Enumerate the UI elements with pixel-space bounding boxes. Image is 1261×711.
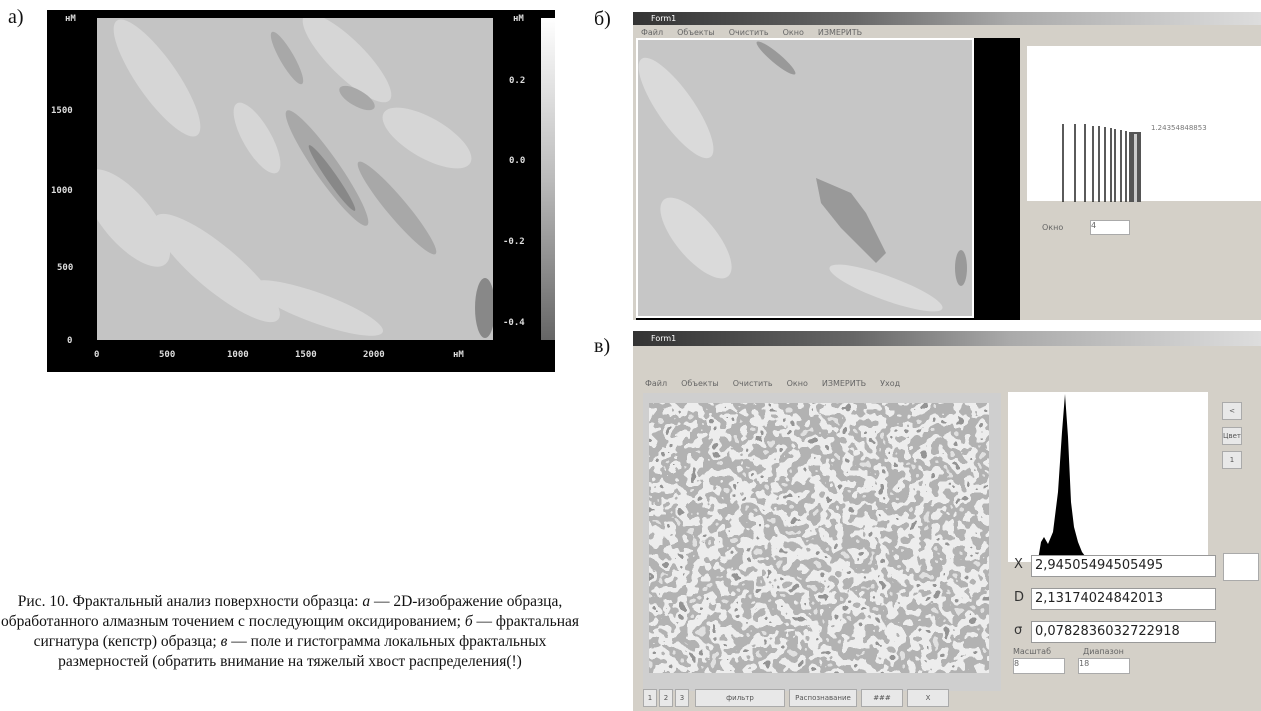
toolbar-button[interactable]: 1	[643, 689, 657, 707]
title-bar: Form1	[633, 331, 1261, 346]
title-bar: Form1	[633, 12, 1261, 25]
menu-item[interactable]: Объекты	[677, 28, 715, 37]
x-tick-label: 500	[159, 350, 175, 360]
range-spinner[interactable]: 18	[1078, 658, 1130, 674]
toolbar-button[interactable]: фильтр	[695, 689, 785, 707]
signature-value: 1.24354848853	[1151, 124, 1207, 132]
caption-title: Рис. 10. Фрактальный анализ поверхности …	[18, 593, 359, 610]
x-axis-unit: нМ	[453, 350, 464, 360]
colorbar	[541, 18, 555, 340]
x-tick-label: 1000	[227, 350, 249, 360]
caption-letter: в	[221, 633, 228, 650]
y-tick-label: 500	[57, 263, 73, 273]
side-button[interactable]: 1	[1222, 451, 1242, 469]
toolbar-button[interactable]: ###	[861, 689, 903, 707]
menu-item[interactable]: Файл	[641, 28, 663, 37]
colorbar-tick-label: 0.0	[509, 156, 525, 166]
cepstrum-bars	[1061, 124, 1151, 202]
page: {"figure":{ "panel_a":{"label":"а)","uni…	[0, 0, 1261, 711]
x-tick-label: 2000	[363, 350, 385, 360]
menu-item[interactable]: ИЗМЕРИТЬ	[818, 28, 862, 37]
field-label: D	[1014, 590, 1024, 605]
afm-frame: нМ 1500 1000 500 0 0 500 1000 1500 2000 …	[47, 10, 555, 372]
x-field[interactable]: 2,94505494505495	[1031, 555, 1216, 577]
fractal-field	[643, 393, 1001, 691]
caption-letter: б	[465, 613, 473, 630]
d-field[interactable]: 2,13174024842013	[1031, 588, 1216, 610]
scale-spinner[interactable]: 8	[1013, 658, 1065, 674]
toolbar-button[interactable]: Распознавание	[789, 689, 857, 707]
figure-caption: Рис. 10. Фрактальный анализ поверхности …	[0, 592, 580, 672]
x-tick-label: 0	[94, 350, 99, 360]
color-box	[1223, 553, 1259, 581]
histogram	[1008, 392, 1208, 562]
afm-image	[97, 18, 493, 340]
histogram-panel	[1008, 392, 1208, 562]
menu-item[interactable]: Очистить	[729, 28, 769, 37]
colorbar-unit: нМ	[513, 14, 524, 24]
menu-item[interactable]: Окно	[787, 379, 808, 388]
field-label: Диапазон	[1083, 647, 1124, 656]
colorbar-tick-label: 0.2	[509, 76, 525, 86]
signature-panel: 1.24354848853	[1027, 46, 1261, 201]
menu-item[interactable]: Объекты	[681, 379, 719, 388]
colorbar-tick-label: -0.2	[503, 237, 525, 247]
field-label: Окно	[1042, 223, 1063, 232]
menu-item[interactable]: Уход	[880, 379, 900, 388]
x-tick-label: 1500	[295, 350, 317, 360]
menu-bar: Файл Объекты Очистить Окно ИЗМЕРИТЬ	[641, 28, 876, 37]
app-window: Form1 Файл Объекты Очистить Окно ИЗМЕРИТЬ 1.…	[633, 12, 1261, 320]
toolbar-button[interactable]: X	[907, 689, 949, 707]
panel-label: б)	[594, 8, 611, 31]
field-label: σ	[1014, 623, 1022, 638]
colorbar-tick-label: -0.4	[503, 318, 525, 328]
panel-label: а)	[8, 6, 24, 29]
side-button[interactable]: <	[1222, 402, 1242, 420]
menu-item[interactable]: ИЗМЕРИТЬ	[822, 379, 866, 388]
surface-image	[636, 38, 974, 318]
field-label: X	[1014, 557, 1023, 572]
field-label: Масштаб	[1013, 647, 1051, 656]
menu-item[interactable]: Окно	[783, 28, 804, 37]
y-tick-label: 0	[67, 336, 72, 346]
y-tick-label: 1500	[51, 106, 73, 116]
app-window: Form1 Файл Объекты Очистить Окно ИЗМЕРИТЬ Ухо…	[633, 331, 1261, 711]
axis-unit: нМ	[65, 14, 76, 24]
toolbar-button[interactable]: 3	[675, 689, 689, 707]
panel-label: в)	[594, 335, 610, 358]
menu-bar: Файл Объекты Очистить Окно ИЗМЕРИТЬ Уход	[645, 379, 914, 388]
side-button[interactable]: Цвет	[1222, 427, 1242, 445]
caption-letter: а	[362, 593, 370, 610]
y-tick-label: 1000	[51, 186, 73, 196]
sigma-field[interactable]: 0,0782836032722918	[1031, 621, 1216, 643]
window-input[interactable]: 4	[1090, 220, 1130, 235]
toolbar-button[interactable]: 2	[659, 689, 673, 707]
menu-item[interactable]: Файл	[645, 379, 667, 388]
menu-item[interactable]: Очистить	[733, 379, 773, 388]
